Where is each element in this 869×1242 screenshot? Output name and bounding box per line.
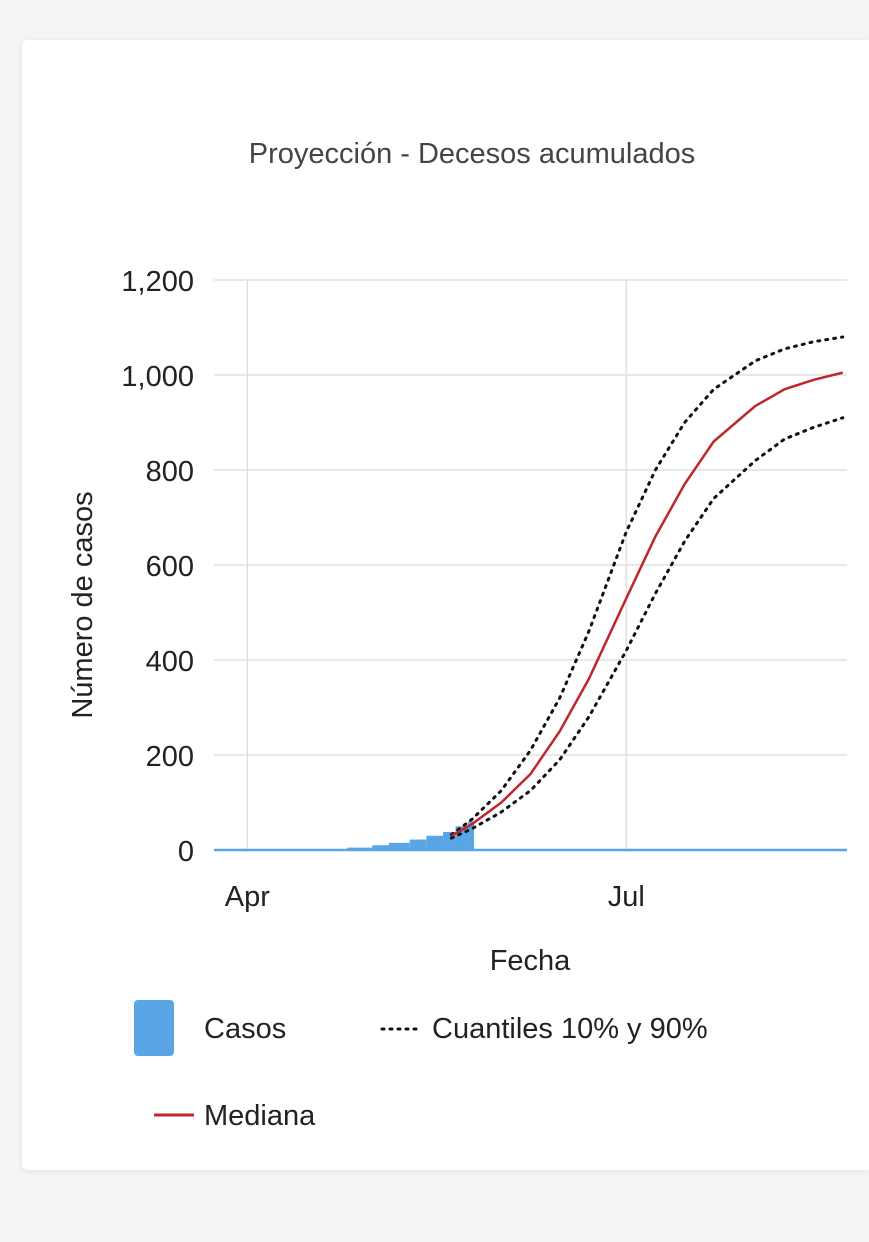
y-axis-title: Número de casos: [67, 491, 99, 718]
series-line-mediana: [450, 371, 844, 837]
legend-label-cuantiles: Cuantiles 10% y 90%: [432, 1013, 708, 1045]
y-tick-label: 1,200: [121, 266, 194, 298]
series-line-cuantil-90: [449, 335, 845, 837]
series-line-cuantil-10: [449, 416, 845, 840]
casos-bar: [426, 835, 444, 850]
legend-label-casos: Casos: [204, 1013, 286, 1045]
legend-swatch-casos: [134, 1000, 174, 1056]
x-axis-title: Fecha: [490, 945, 571, 977]
casos-bar: [388, 842, 410, 850]
casos-bar: [372, 845, 389, 850]
y-tick-label: 800: [146, 456, 194, 488]
casos-bar: [409, 839, 427, 850]
y-tick-label: 200: [146, 741, 194, 773]
chart-title: Proyección - Decesos acumulados: [248, 138, 696, 170]
chart-canvas: 0 200 400 600 800 1,000 1,200 Apr Jul Fecha Número…: [67, 266, 847, 1132]
y-tick-label: 400: [146, 646, 194, 678]
x-tick-label: Jul: [608, 881, 645, 913]
x-tick-label: Apr: [225, 881, 270, 913]
brand-logo-icon: [44, 1158, 174, 1170]
legend: Casos Cuantiles 10% y 90% Mediana: [134, 1000, 708, 1132]
y-tick-label: 0: [178, 836, 194, 868]
y-tick-label: 600: [146, 551, 194, 583]
y-tick-label: 1,000: [121, 361, 194, 393]
legend-label-mediana: Mediana: [204, 1100, 316, 1132]
chart-card: Proyección - Decesos acumulados 0 200 400 6…: [22, 40, 869, 1170]
casos-bar: [468, 821, 475, 850]
